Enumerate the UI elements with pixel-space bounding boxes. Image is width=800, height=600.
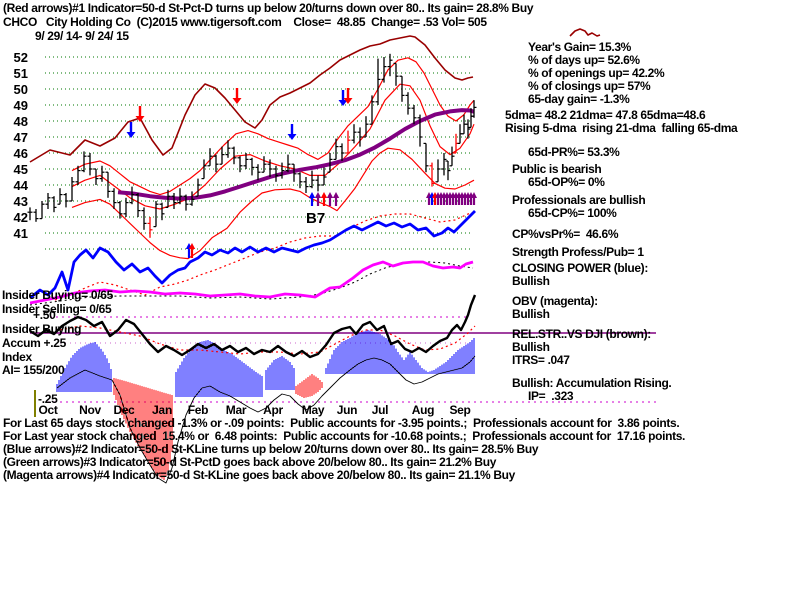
month-label-jul: Jul xyxy=(371,403,389,417)
stat-line: Professionals are bullish xyxy=(512,193,646,207)
stat-line: 65-day gain= -1.3% xyxy=(528,92,630,106)
stat-line: OBV (magenta): xyxy=(512,294,598,308)
b7-signal-label: B7 xyxy=(306,210,326,227)
ai-label: AI= 155/200 xyxy=(2,363,65,377)
month-label-sep: Sep xyxy=(449,403,471,417)
stat-line: 65d-CP%= 100% xyxy=(528,206,617,220)
price-tick-51: 51 xyxy=(13,66,28,81)
month-label-oct: Oct xyxy=(38,403,58,417)
month-label-dec: Dec xyxy=(113,403,135,417)
scale-minus25-label: -.25 xyxy=(38,392,58,406)
stat-line: 5dma= 48.2 21dma= 47.8 65dma=48.6 xyxy=(505,108,706,122)
stat-line: CLOSING POWER (blue): xyxy=(512,261,648,275)
stat-line: Year's Gain= 15.3% xyxy=(528,40,631,54)
footer-line: (Blue arrows)#2 Indicator=50-d St-KLine … xyxy=(3,442,539,456)
month-label-aug: Aug xyxy=(411,403,435,417)
stat-line: Bullish xyxy=(512,340,550,354)
accum-label: Accum +.25 xyxy=(2,336,67,350)
price-tick-46: 46 xyxy=(13,146,28,161)
stat-line: ITRS= .047 xyxy=(512,353,570,367)
stat-line: % of days up= 52.6% xyxy=(528,53,640,67)
stat-line: Bullish xyxy=(512,274,550,288)
price-tick-52: 52 xyxy=(13,50,28,65)
insider-buying2-label: Insider Buying xyxy=(2,322,82,336)
footer-line: For Last year stock changed 15.4% or 6.4… xyxy=(3,429,686,443)
stat-line: CP%vsPr%= 46.6% xyxy=(512,227,619,241)
index-label: Index xyxy=(2,350,32,364)
price-tick-43: 43 xyxy=(13,194,28,209)
stat-line: Bullish: Accumulation Rising. xyxy=(512,376,672,390)
month-label-may: May xyxy=(301,403,325,417)
scale-plus50-label: +.50 xyxy=(33,308,56,322)
month-label-jan: Jan xyxy=(152,403,172,417)
stat-line: Bullish xyxy=(512,307,550,321)
symbol-title-line: CHCO City Holding Co (C)2015 www.tigerso… xyxy=(3,15,487,29)
stat-line: Rising 5-dma rising 21-dma falling 65-dm… xyxy=(505,121,738,135)
price-tick-42: 42 xyxy=(13,210,28,225)
stat-line: IP= .323 xyxy=(528,389,574,403)
price-tick-44: 44 xyxy=(13,178,28,193)
footer-line: (Green arrows)#3 Indicator=50-d St-PctD … xyxy=(3,455,497,469)
price-tick-49: 49 xyxy=(13,98,28,113)
month-label-jun: Jun xyxy=(336,403,358,417)
stat-line: 65d-OP%= 0% xyxy=(528,175,605,189)
month-label-feb: Feb xyxy=(187,403,209,417)
price-tick-41: 41 xyxy=(13,226,28,241)
date-range-label: 9/ 29/ 14- 9/ 24/ 15 xyxy=(35,29,129,43)
month-label-mar: Mar xyxy=(225,403,247,417)
insider-selling-label: Insider Selling= 0/65 xyxy=(2,302,112,316)
stat-line: Strength Profess/Pub= 1 xyxy=(512,245,644,259)
price-tick-48: 48 xyxy=(13,114,28,129)
month-label-nov: Nov xyxy=(79,403,101,417)
stat-line: REL.STR..VS DJI (brown): xyxy=(512,327,651,341)
stat-line: Public is bearish xyxy=(512,162,602,176)
stat-line: % of closings up= 57% xyxy=(528,79,651,93)
stat-line: 65d-PR%= 53.3% xyxy=(528,145,620,159)
footer-line: (Magenta arrows)#4 Indicator=50-d St-KLi… xyxy=(3,468,515,482)
price-tick-50: 50 xyxy=(13,82,28,97)
price-tick-47: 47 xyxy=(13,130,28,145)
indicator1-description: (Red arrows)#1 Indicator=50-d St-Pct-D t… xyxy=(3,1,534,15)
footer-line: For Last 65 days stock changed -1.3% or … xyxy=(3,416,680,430)
stat-line: % of openings up= 42.2% xyxy=(528,66,665,80)
insider-buying-label: Insider Buying= 0/65 xyxy=(2,288,114,302)
price-tick-45: 45 xyxy=(13,162,28,177)
month-label-apr: Apr xyxy=(263,403,283,417)
